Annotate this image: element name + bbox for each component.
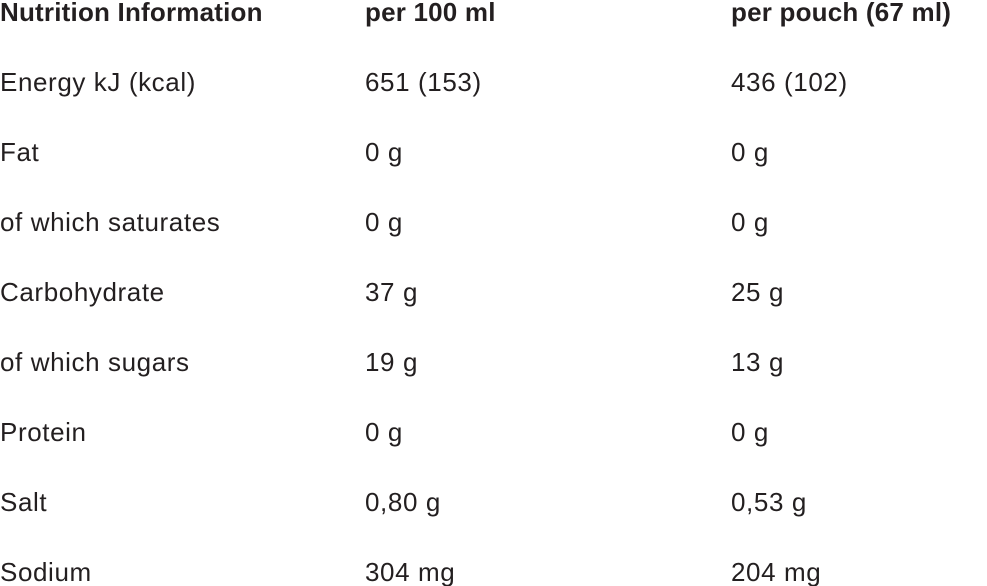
nutrient-value: 0,80 g — [365, 487, 441, 517]
nutrient-value: 13 g — [731, 347, 785, 377]
nutrient-name: Salt — [0, 487, 48, 517]
nutrient-value: 304 mg — [365, 557, 456, 586]
nutrient-value: 204 mg — [731, 557, 822, 586]
nutrient-value: 0 g — [365, 207, 403, 237]
nutrient-value: 0 g — [365, 417, 403, 447]
nutrient-value: 0 g — [731, 137, 769, 167]
nutrient-name: of which sugars — [0, 347, 190, 377]
nutrient-value: 37 g — [365, 277, 419, 307]
nutrient-value: 19 g — [365, 347, 419, 377]
nutrient-value: 651 (153) — [365, 67, 482, 97]
nutrient-value: 0 g — [731, 417, 769, 447]
nutrient-value: 436 (102) — [731, 67, 848, 97]
nutrient-value: 0 g — [365, 137, 403, 167]
nutrient-value: 25 g — [731, 277, 785, 307]
nutrient-name: Energy kJ (kcal) — [0, 67, 196, 97]
nutrient-name: Protein — [0, 417, 87, 447]
header-cell: per pouch (67 ml) — [731, 0, 952, 27]
nutrient-value: 0,53 g — [731, 487, 807, 517]
nutrient-name: of which saturates — [0, 207, 221, 237]
nutrient-name: Fat — [0, 137, 40, 167]
header-cell: per 100 ml — [365, 0, 496, 27]
nutrient-name: Carbohydrate — [0, 277, 165, 307]
nutrient-name: Sodium — [0, 557, 92, 586]
header-cell: Nutrition Information — [0, 0, 263, 27]
nutrient-value: 0 g — [731, 207, 769, 237]
